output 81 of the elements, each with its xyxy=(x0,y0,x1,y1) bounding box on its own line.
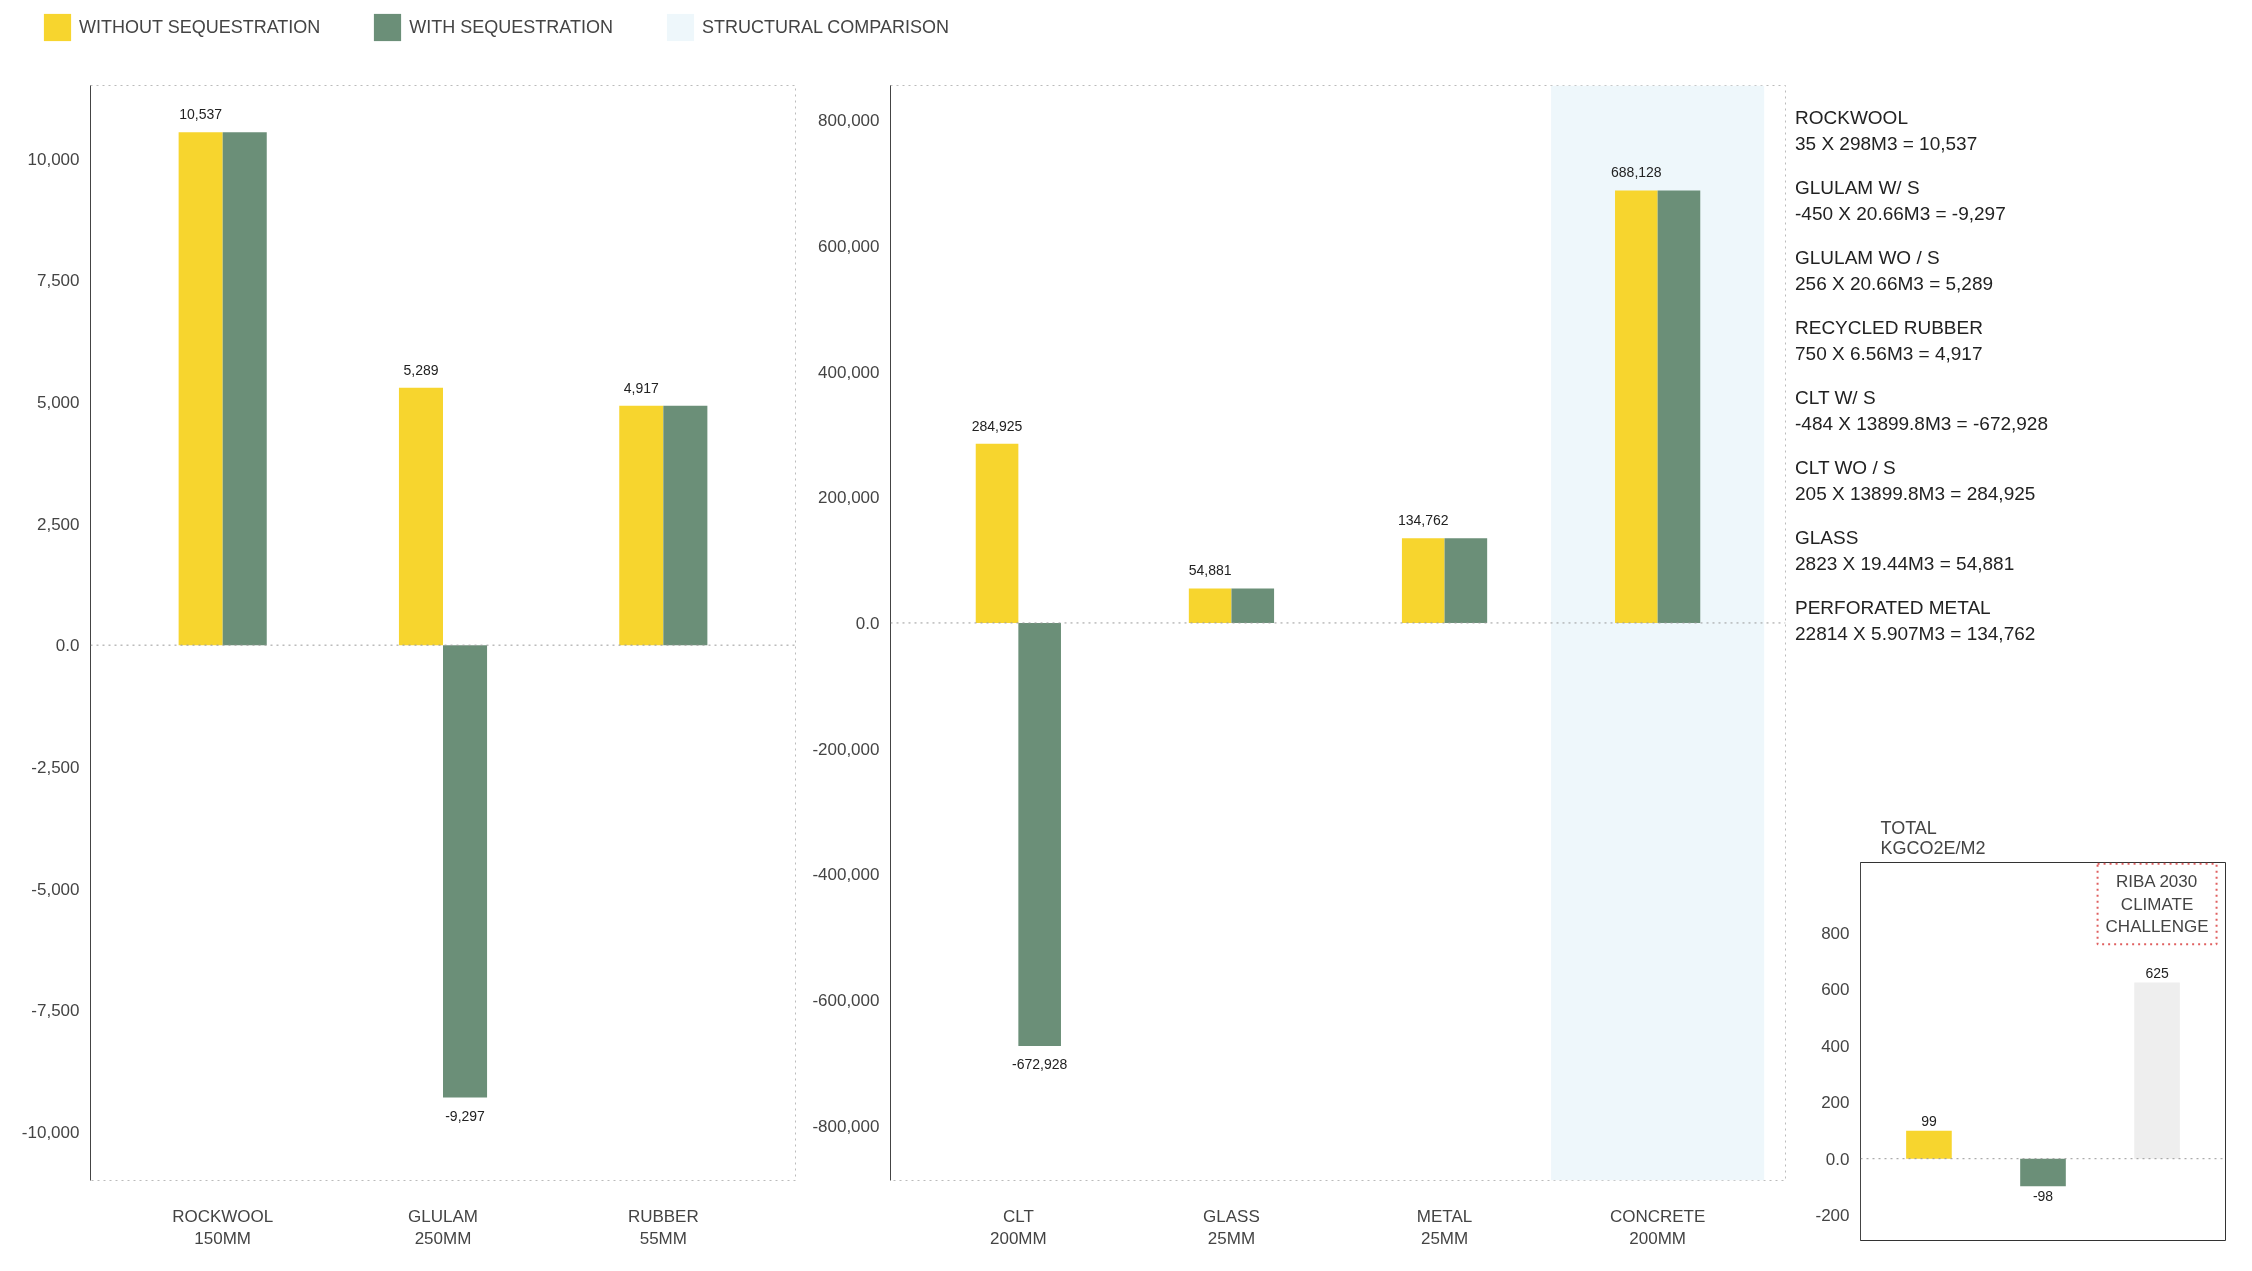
text: 256 X 20.66M3 = 5,289 xyxy=(1795,272,1995,296)
legend-label: STRUCTURAL COMPARISON xyxy=(702,16,950,38)
bar xyxy=(1444,538,1488,623)
bar xyxy=(1906,1130,1952,1159)
text: ROCKWOOL xyxy=(1795,106,1909,130)
legend-label: WITH SEQUESTRATION xyxy=(409,16,614,38)
y-tick-label: -7,500 xyxy=(31,1001,80,1021)
data-label: 4,917 xyxy=(623,379,660,396)
bar xyxy=(975,443,1019,623)
y-tick-label: 600,000 xyxy=(818,236,880,256)
data-label: 99 xyxy=(1921,1113,1937,1130)
y-tick-label: 7,500 xyxy=(36,271,80,291)
legend-label: WITHOUT SEQUESTRATION xyxy=(79,16,321,38)
x-tick-label: GLASS 25MM xyxy=(1203,1206,1260,1249)
x-tick-label: GLULAM 250MM xyxy=(408,1206,478,1249)
text: 35 X 298M3 = 10,537 xyxy=(1795,132,1979,156)
text: -484 X 13899.8M3 = -672,928 xyxy=(1795,412,2048,436)
y-tick-label: -200,000 xyxy=(812,739,880,759)
y-tick-label: 0.0 xyxy=(55,636,80,656)
y-tick-label: 200,000 xyxy=(818,488,880,508)
text: 22814 X 5.907M3 = 134,762 xyxy=(1795,622,2037,646)
bar xyxy=(178,132,223,646)
y-tick-label: 5,000 xyxy=(36,392,80,412)
y-tick-label: 800 xyxy=(1821,924,1850,944)
x-tick-label: RUBBER 55MM xyxy=(627,1206,699,1249)
bar xyxy=(443,645,488,1098)
bar xyxy=(1657,190,1701,623)
y-tick-label: 0.0 xyxy=(855,613,880,633)
bar xyxy=(1188,588,1232,623)
y-tick-label: 800,000 xyxy=(818,111,880,131)
text: CLT W/ S xyxy=(1795,386,1877,410)
y-tick-label: 200 xyxy=(1821,1093,1850,1113)
data-label: 54,881 xyxy=(1188,562,1232,579)
y-tick-label: 0.0 xyxy=(1825,1149,1850,1169)
text: RECYCLED RUBBER xyxy=(1795,316,1984,340)
y-tick-label: -5,000 xyxy=(31,879,80,899)
bar xyxy=(2134,982,2180,1159)
chart-title: TOTAL KGCO2E/M2 xyxy=(1880,817,1986,858)
text: 2823 X 19.44M3 = 54,881 xyxy=(1795,552,2016,576)
text: PERFORATED METAL xyxy=(1795,596,1992,620)
data-label: -98 xyxy=(2032,1187,2054,1204)
bar xyxy=(1615,190,1658,623)
data-label: 625 xyxy=(2145,964,2169,981)
y-tick-label: 600 xyxy=(1821,980,1850,1000)
bar xyxy=(222,132,267,646)
bar xyxy=(2020,1158,2066,1187)
x-tick-label: METAL 25MM xyxy=(1416,1206,1473,1249)
bar xyxy=(663,405,708,646)
data-label: -672,928 xyxy=(1012,1056,1068,1073)
y-tick-label: -800,000 xyxy=(812,1116,880,1136)
y-tick-label: 10,000 xyxy=(27,149,80,169)
data-label: 284,925 xyxy=(971,417,1023,434)
text: GLASS xyxy=(1795,526,1860,550)
bar xyxy=(1401,538,1445,623)
text: GLULAM WO / S xyxy=(1795,246,1941,270)
y-tick-label: 400,000 xyxy=(818,362,880,382)
y-tick-label: -400,000 xyxy=(812,865,880,885)
bar xyxy=(398,387,443,646)
x-tick-label: CLT 200MM xyxy=(990,1206,1047,1249)
y-tick-label: 400 xyxy=(1821,1036,1850,1056)
text: 750 X 6.56M3 = 4,917 xyxy=(1795,342,1984,366)
bar xyxy=(1231,588,1275,623)
data-label: 688,128 xyxy=(1611,164,1662,181)
x-tick-label: ROCKWOOL 150MM xyxy=(172,1206,274,1249)
y-tick-label: -10,000 xyxy=(21,1122,80,1142)
data-label: 10,537 xyxy=(179,106,223,123)
text: 205 X 13899.8M3 = 284,925 xyxy=(1795,482,2037,506)
annotation: RIBA 2030 CLIMATE CHALLENGE xyxy=(2105,871,2209,937)
data-label: -9,297 xyxy=(445,1107,486,1124)
text: CLT WO / S xyxy=(1795,456,1897,480)
y-tick-label: -200 xyxy=(1815,1206,1850,1226)
data-label: 134,762 xyxy=(1397,512,1449,529)
text: -450 X 20.66M3 = -9,297 xyxy=(1795,202,2007,226)
y-tick-label: -600,000 xyxy=(812,991,880,1011)
x-tick-label: CONCRETE 200MM xyxy=(1609,1206,1706,1249)
y-tick-label: -2,500 xyxy=(31,757,80,777)
data-label: 5,289 xyxy=(403,361,439,378)
text: GLULAM W/ S xyxy=(1795,176,1921,200)
bar xyxy=(1018,622,1061,1046)
y-tick-label: 2,500 xyxy=(36,514,80,534)
bar xyxy=(619,405,664,646)
